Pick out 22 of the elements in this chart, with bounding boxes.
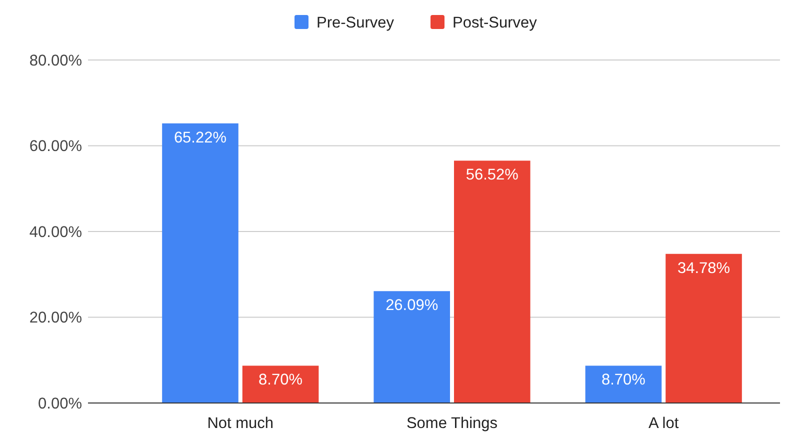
data-label: 8.70% <box>258 372 303 389</box>
y-tick-label: 60.00% <box>29 138 82 156</box>
bar <box>454 160 530 403</box>
legend-label: Post-Survey <box>452 14 538 32</box>
bar <box>242 366 319 403</box>
bar <box>162 123 238 403</box>
y-tick-label: 20.00% <box>29 310 82 327</box>
data-label: 26.09% <box>386 297 438 314</box>
data-label: 8.70% <box>601 372 646 389</box>
y-tick-label: 40.00% <box>29 224 82 241</box>
data-label: 65.22% <box>174 129 227 146</box>
x-tick-label: A lot <box>648 415 680 432</box>
bar <box>374 291 450 403</box>
data-label: 56.52% <box>466 166 519 184</box>
y-tick-label: 0.00% <box>38 395 82 412</box>
bar <box>666 254 742 403</box>
bar <box>585 366 662 403</box>
x-tick-label: Some Things <box>406 415 498 432</box>
y-tick-label: 80.00% <box>29 52 82 70</box>
legend-label: Pre-Survey <box>316 14 394 32</box>
data-label: 34.78% <box>677 260 730 277</box>
x-tick-label: Not much <box>207 415 274 432</box>
